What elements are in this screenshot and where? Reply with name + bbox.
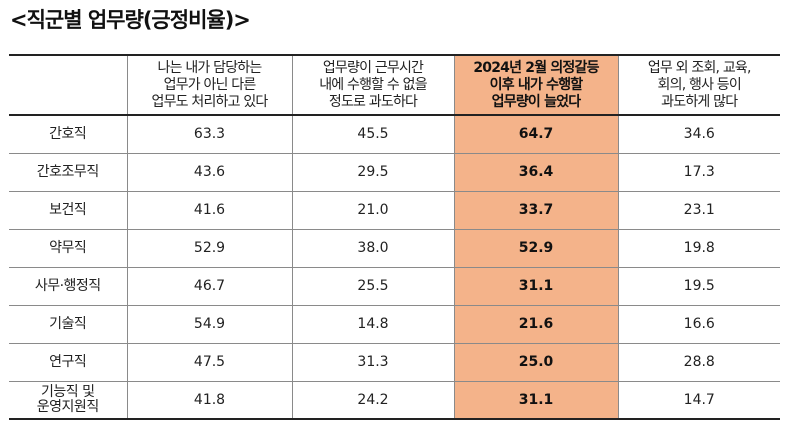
row-label: 기능직 및 운영지원직	[9, 380, 128, 420]
table-cell: 17.3	[617, 152, 780, 192]
table-cell: 31.3	[291, 342, 455, 382]
table-cell: 16.6	[617, 304, 780, 344]
table-row: 간호직 63.3 45.5 64.7 34.6	[9, 114, 780, 154]
table-cell: 19.8	[617, 228, 780, 268]
page-title: <직군별 업무량(긍정비율)>	[10, 8, 251, 32]
table-cell: 29.5	[291, 152, 455, 192]
table-cell: 41.6	[126, 190, 293, 230]
table-cell-highlighted: 31.1	[453, 380, 619, 420]
table-cell: 34.6	[617, 114, 780, 154]
table-cell: 23.1	[617, 190, 780, 230]
table-row: 기술직 54.9 14.8 21.6 16.6	[9, 304, 780, 344]
row-label: 사무·행정직	[9, 266, 128, 306]
table-row: 사무·행정직 46.7 25.5 31.1 19.5	[9, 266, 780, 306]
table-row: 연구직 47.5 31.3 25.0 28.8	[9, 342, 780, 382]
table-cell-highlighted: 52.9	[453, 228, 619, 268]
table-cell: 47.5	[126, 342, 293, 382]
header-corner-cell	[9, 54, 128, 116]
row-label: 약무직	[9, 228, 128, 268]
column-header: 업무 외 조회, 교육, 회의, 행사 등이 과도하게 많다	[617, 54, 780, 116]
occupation-workload-table: 나는 내가 담당하는 업무가 아닌 다른 업무도 처리하고 있다 업무량이 근무…	[9, 54, 780, 420]
table-cell-highlighted: 25.0	[453, 342, 619, 382]
table-cell-highlighted: 36.4	[453, 152, 619, 192]
table-cell: 52.9	[126, 228, 293, 268]
table-cell: 19.5	[617, 266, 780, 306]
table-header-row: 나는 내가 담당하는 업무가 아닌 다른 업무도 처리하고 있다 업무량이 근무…	[9, 54, 780, 116]
table-cell: 38.0	[291, 228, 455, 268]
table-cell: 21.0	[291, 190, 455, 230]
table-row: 간호조무직 43.6 29.5 36.4 17.3	[9, 152, 780, 192]
column-header: 나는 내가 담당하는 업무가 아닌 다른 업무도 처리하고 있다	[126, 54, 293, 116]
table-cell: 46.7	[126, 266, 293, 306]
table-cell: 63.3	[126, 114, 293, 154]
table-cell: 24.2	[291, 380, 455, 420]
table-cell: 41.8	[126, 380, 293, 420]
table-cell-highlighted: 31.1	[453, 266, 619, 306]
table-cell: 14.8	[291, 304, 455, 344]
table-row: 보건직 41.6 21.0 33.7 23.1	[9, 190, 780, 230]
table-cell-highlighted: 33.7	[453, 190, 619, 230]
table-cell: 25.5	[291, 266, 455, 306]
table-cell: 14.7	[617, 380, 780, 420]
table-row: 약무직 52.9 38.0 52.9 19.8	[9, 228, 780, 268]
column-header: 업무량이 근무시간 내에 수행할 수 없을 정도로 과도하다	[291, 54, 455, 116]
table-cell: 54.9	[126, 304, 293, 344]
table-cell: 43.6	[126, 152, 293, 192]
column-header-highlighted: 2024년 2월 의정갈등 이후 내가 수행할 업무량이 늘었다	[453, 54, 619, 116]
table-cell-highlighted: 64.7	[453, 114, 619, 154]
table-cell: 28.8	[617, 342, 780, 382]
row-label: 간호조무직	[9, 152, 128, 192]
table-cell-highlighted: 21.6	[453, 304, 619, 344]
table-cell: 45.5	[291, 114, 455, 154]
table-row: 기능직 및 운영지원직 41.8 24.2 31.1 14.7	[9, 380, 780, 420]
row-label: 연구직	[9, 342, 128, 382]
row-label: 간호직	[9, 114, 128, 154]
row-label: 기술직	[9, 304, 128, 344]
row-label: 보건직	[9, 190, 128, 230]
